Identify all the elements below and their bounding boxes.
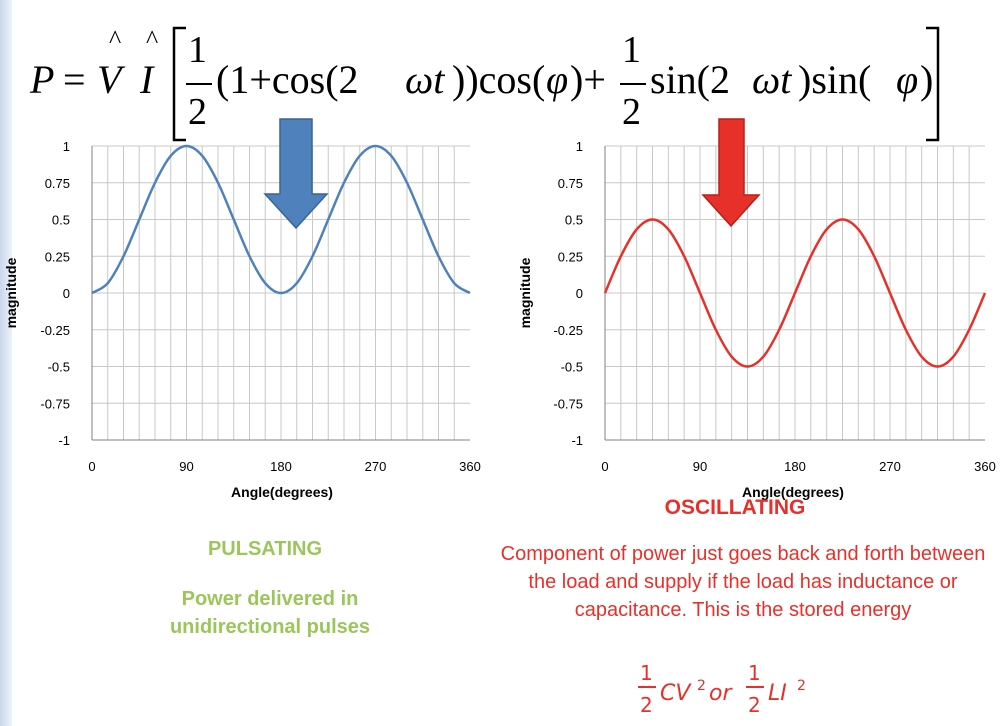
energy-sq-2: 2 [797,678,806,694]
formula-half-num: 1 [188,29,207,71]
formula-phi-2: φ [896,57,918,102]
energy-term-c: CV [660,681,692,706]
left-y-tick-label: -0.25 [40,323,70,338]
left-y-tick-label: -1 [58,433,70,448]
energy-or: or [709,681,733,706]
formula-p: P [29,57,54,102]
formula-term1-end: ))cos( [452,57,545,102]
energy-half2-num: 1 [748,661,761,685]
pulsating-description: Power delivered in unidirectional pulses [169,588,371,638]
left-y-tick-label: -0.5 [48,360,70,375]
left-x-tick-label: 180 [270,459,292,474]
energy-sq-1: 2 [697,678,706,694]
pulsating-power-line [91,144,471,295]
formula-right-bracket [926,26,940,142]
formula-term2: sin(2 [650,57,730,102]
left-x-tick-label: 360 [459,459,481,474]
left-y-tick-label: 1 [63,139,70,154]
blue-down-arrow [263,118,329,230]
left-x-tick-label: 0 [88,459,95,474]
left-y-tick-label: 0.75 [45,176,70,191]
formula-v-hat: ^ [109,25,121,54]
left-y-tick-label: 0.25 [45,249,70,264]
formula-half2-den: 2 [622,91,641,133]
formula-term2-mid: )sin( [798,57,871,102]
left-y-tick-label: 0 [63,286,70,301]
energy-term-l: LI [768,681,787,706]
formula-omega-t-2: ωt [752,57,792,102]
oscillating-label: OSCILLATING [664,496,806,519]
left-x-tick-label: 90 [179,459,193,474]
formula-i: I [139,57,155,102]
energy-half-den: 2 [640,693,653,717]
energy-half-num: 1 [640,661,653,685]
left-chart-y-ticks: 1 0.75 0.5 0.25 0 -0.25 -0.5 -0.75 -1 [40,139,70,448]
oscillating-description: Component of power just goes back and fo… [500,543,986,621]
left-chart-x-ticks: 0 90 180 270 360 [88,459,480,474]
left-y-tick-label: 0.5 [52,213,70,228]
formula-close-plus: )+ [570,57,606,102]
pulsating-label: PULSATING [207,538,323,560]
formula-phi: φ [546,57,568,102]
slide-edge-strip [0,0,12,726]
left-y-tick-label: -0.75 [40,396,70,411]
power-formula: P = ^ V ^ I 1 2 (1+cos(2 ωt ))cos( φ )+ … [29,25,940,142]
formula-equals: = [63,57,86,102]
formula-left-bracket [172,26,186,142]
formula-close: ) [920,57,933,102]
left-x-axis-title: Angle(degrees) [231,484,333,500]
formula-half2-num: 1 [622,29,641,71]
left-x-tick-label: 270 [365,459,387,474]
energy-half2-den: 2 [748,693,761,717]
formula-v: V [97,57,126,102]
formula-half-den: 2 [188,91,207,133]
formula-i-hat: ^ [146,25,158,54]
formula-term1: (1+cos(2 [216,57,359,102]
stored-energy-formula: 1 2 CV 2 or 1 2 LI 2 [638,661,806,717]
formula-omega-t: ωt [405,57,445,102]
left-y-axis-title: magnitude [3,257,19,328]
